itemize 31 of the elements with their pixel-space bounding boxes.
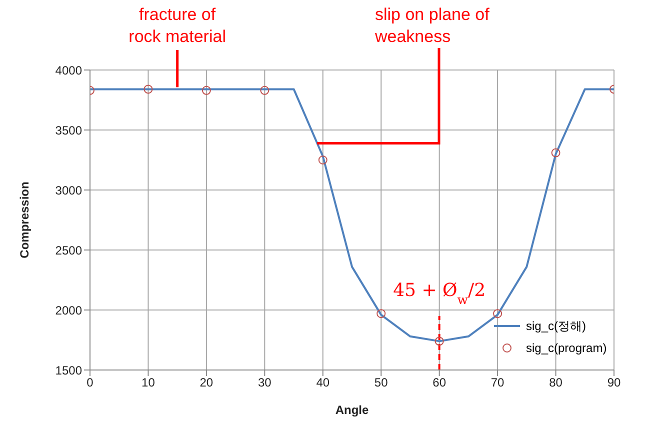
annotation: fracture of rock material [128,4,227,48]
x-tick-label: 0 [86,376,94,390]
point [318,156,328,164]
y-axis-title: Compression [17,182,32,258]
point [376,309,386,318]
x-tick-label: 30 [258,376,272,390]
x-tick-label: 80 [549,376,563,390]
x-tick-label: 40 [316,376,330,390]
x-tick-label: 70 [490,376,505,390]
y-tick-label: 4000 [55,63,82,78]
annotation: slip on plane of weakness [375,4,490,48]
ref-line-label: 45 + Ø$_{w}$/2 [393,280,486,306]
y-tick-label: 2000 [55,303,82,318]
point [493,309,502,318]
x-tick-label: 90 [607,376,621,390]
y-tick-label: 3500 [55,123,82,138]
y-tick-label: 2500 [55,243,82,258]
point [260,86,270,95]
legend-label: sig_c(program) [526,341,607,355]
point [144,84,153,94]
x-tick-label: 20 [200,376,214,390]
point [551,148,560,158]
legend-label: sig_c(정해) [526,318,586,334]
y-tick-label: 3000 [55,183,82,198]
point [202,86,211,95]
x-tick-label: 60 [432,376,446,390]
point [434,336,444,346]
x-tick-label: 10 [142,376,156,390]
x-axis-title: Angle [335,403,369,417]
x-tick-label: 50 [374,376,388,390]
y-tick-label: 1500 [55,363,82,378]
